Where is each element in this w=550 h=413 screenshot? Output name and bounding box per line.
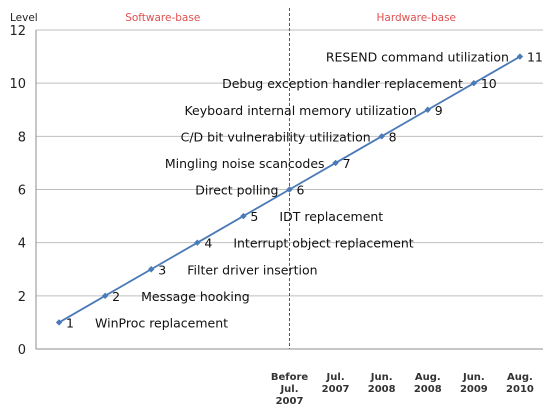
region-label-hardware: Hardware-base <box>376 12 456 24</box>
x-tick-label: Before Jul. 2007 <box>271 372 309 407</box>
data-point <box>516 53 524 60</box>
data-point <box>424 106 431 113</box>
point-label: 8 <box>389 129 397 144</box>
point-label: 11 <box>527 50 543 65</box>
y-tick-label: 6 <box>18 184 26 199</box>
y-tick-label: 4 <box>18 237 26 252</box>
annotation-label: WinProc replacement <box>95 315 228 330</box>
annotation-label: C/D bit vulnerability utilization <box>181 129 371 144</box>
annotation-label: Filter driver insertion <box>187 262 317 277</box>
point-label: 10 <box>481 76 497 91</box>
data-point <box>240 212 247 220</box>
data-point <box>470 79 478 87</box>
x-tick-label: Jun. 2008 <box>368 372 396 395</box>
data-point <box>55 319 63 326</box>
series-layer <box>55 53 524 326</box>
annotation-label: Debug exception handler replacement <box>222 76 463 91</box>
annotation-label: Interrupt object replacement <box>233 236 413 251</box>
x-tick-label: Jul. 2007 <box>322 372 350 395</box>
data-point <box>378 133 385 140</box>
annotation-label: Direct polling <box>195 183 278 198</box>
data-point <box>148 266 155 273</box>
y-tick-label: 8 <box>18 130 26 145</box>
data-point <box>194 239 201 246</box>
y-tick-label: 12 <box>9 24 26 39</box>
point-label: 3 <box>158 262 166 277</box>
point-label: 2 <box>112 289 120 304</box>
x-tick-label: Aug. 2010 <box>506 372 534 395</box>
x-tick-label: Aug. 2008 <box>414 372 442 395</box>
y-tick-label: 0 <box>18 343 26 358</box>
point-label: 5 <box>250 209 258 224</box>
annotation-label: RESEND command utilization <box>326 50 509 65</box>
annotation-label: Mingling noise scancodes <box>165 156 325 171</box>
point-label: 6 <box>297 183 305 198</box>
label-layer: Software-base Hardware-base 1 WinProc repla… <box>66 12 543 330</box>
data-point <box>101 292 109 300</box>
data-point <box>286 186 293 193</box>
point-label: 4 <box>204 236 212 251</box>
x-tick-label: Jun. 2009 <box>460 372 488 395</box>
y-tick-label: 2 <box>18 290 26 305</box>
y-tick-label: 10 <box>9 77 26 92</box>
data-point <box>332 159 339 167</box>
annotation-label: IDT replacement <box>279 209 383 224</box>
y-axis-label: Level <box>10 12 38 24</box>
point-label: 9 <box>435 103 443 118</box>
region-label-software: Software-base <box>125 12 200 24</box>
annotation-label: Keyboard internal memory utilization <box>184 103 416 118</box>
annotation-label: Message hooking <box>141 289 250 304</box>
point-label: 7 <box>343 156 351 171</box>
point-label: 1 <box>66 315 74 330</box>
